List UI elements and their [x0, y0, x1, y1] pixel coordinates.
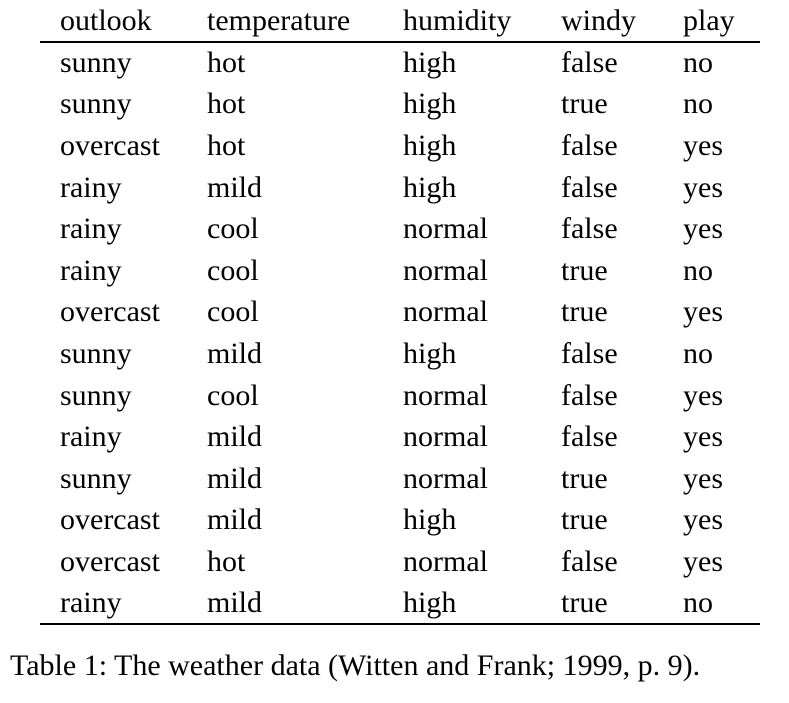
cell-humidity: normal — [403, 378, 488, 412]
cell-humidity: high — [403, 503, 457, 537]
cell-outlook: overcast — [60, 128, 160, 162]
cell-humidity: normal — [403, 420, 488, 454]
cell-temperature: hot — [207, 544, 246, 578]
header-temperature: temperature — [207, 0, 403, 43]
cell-windy: false — [561, 544, 618, 578]
cell-windy: false — [561, 420, 618, 454]
cell-temperature: mild — [207, 582, 403, 626]
table-row: overcast hot normal false yes — [40, 541, 760, 583]
table-header: outlook temperature humidity windy play — [40, 0, 760, 43]
cell-temperature: hot — [207, 87, 246, 121]
cell-windy: false — [561, 128, 618, 162]
table-row: overcast hot high false yes — [40, 125, 760, 167]
cell-temperature: mild — [207, 503, 263, 537]
table-body: sunny hot high false no sunny hot high true no ove… — [40, 42, 760, 626]
cell-windy: true — [561, 503, 608, 537]
cell-outlook: overcast — [60, 544, 160, 578]
cell-outlook: rainy — [60, 253, 122, 287]
cell-temperature: mild — [207, 420, 263, 454]
header-row: outlook temperature humidity windy play — [40, 0, 760, 43]
cell-temperature: hot — [207, 128, 246, 162]
cell-outlook: sunny — [60, 378, 132, 412]
table-caption: Table 1: The weather data (Witten and Fr… — [10, 649, 701, 682]
cell-windy: true — [561, 253, 608, 287]
table-row: rainy mild normal false yes — [40, 416, 760, 458]
cell-windy: false — [561, 212, 618, 246]
cell-play: yes — [683, 544, 723, 578]
cell-windy: false — [561, 170, 618, 204]
cell-outlook: sunny — [60, 46, 132, 80]
cell-play: yes — [683, 378, 723, 412]
table-row: sunny mild high false no — [40, 333, 760, 375]
cell-play: no — [683, 582, 760, 626]
cell-play: yes — [683, 170, 723, 204]
cell-humidity: high — [403, 582, 561, 626]
cell-temperature: cool — [207, 378, 259, 412]
cell-play: no — [683, 253, 713, 287]
cell-humidity: high — [403, 46, 457, 80]
cell-outlook: rainy — [60, 170, 122, 204]
cell-play: no — [683, 336, 713, 370]
table-row: sunny hot high false no — [40, 42, 760, 84]
cell-windy: true — [561, 87, 608, 121]
weather-table-container: outlook temperature humidity windy play … — [40, 0, 760, 626]
cell-temperature: mild — [207, 461, 263, 495]
cell-windy: false — [561, 46, 618, 80]
cell-windy: true — [561, 461, 608, 495]
table-row: sunny hot high true no — [40, 84, 760, 126]
table-row: rainy cool normal true no — [40, 250, 760, 292]
weather-table: outlook temperature humidity windy play … — [40, 0, 760, 626]
cell-humidity: normal — [403, 461, 488, 495]
table-row: sunny cool normal false yes — [40, 375, 760, 417]
cell-humidity: high — [403, 128, 457, 162]
cell-outlook: overcast — [60, 295, 160, 329]
cell-temperature: mild — [207, 170, 263, 204]
cell-outlook: rainy — [40, 582, 207, 626]
cell-outlook: sunny — [60, 87, 132, 121]
cell-play: no — [683, 87, 713, 121]
cell-humidity: normal — [403, 253, 488, 287]
cell-humidity: high — [403, 336, 457, 370]
cell-humidity: high — [403, 170, 457, 204]
cell-play: yes — [683, 461, 723, 495]
cell-outlook: sunny — [60, 461, 132, 495]
cell-play: yes — [683, 503, 723, 537]
cell-play: yes — [683, 420, 723, 454]
table-row: rainy cool normal false yes — [40, 208, 760, 250]
cell-outlook: overcast — [60, 503, 160, 537]
cell-outlook: rainy — [60, 420, 122, 454]
header-humidity: humidity — [403, 0, 561, 43]
header-windy: windy — [561, 0, 683, 43]
cell-temperature: mild — [207, 336, 263, 370]
cell-temperature: cool — [207, 253, 259, 287]
cell-play: yes — [683, 295, 723, 329]
cell-play: no — [683, 46, 713, 80]
cell-windy: false — [561, 378, 618, 412]
table-row: sunny mild normal true yes — [40, 458, 760, 500]
cell-humidity: high — [403, 87, 457, 121]
cell-humidity: normal — [403, 544, 488, 578]
header-play: play — [683, 0, 760, 43]
cell-outlook: rainy — [60, 212, 122, 246]
header-outlook: outlook — [40, 0, 207, 43]
table-row: rainy mild high false yes — [40, 167, 760, 209]
cell-temperature: hot — [207, 46, 246, 80]
cell-windy: true — [561, 582, 683, 626]
cell-windy: false — [561, 336, 618, 370]
cell-play: yes — [683, 212, 723, 246]
cell-temperature: cool — [207, 212, 259, 246]
cell-temperature: cool — [207, 295, 259, 329]
cell-outlook: sunny — [60, 336, 132, 370]
cell-windy: true — [561, 295, 608, 329]
cell-play: yes — [683, 128, 723, 162]
table-row: rainy mild high true no — [40, 582, 760, 626]
table-row: overcast mild high true yes — [40, 500, 760, 542]
cell-humidity: normal — [403, 295, 488, 329]
table-row: overcast cool normal true yes — [40, 292, 760, 334]
cell-humidity: normal — [403, 212, 488, 246]
